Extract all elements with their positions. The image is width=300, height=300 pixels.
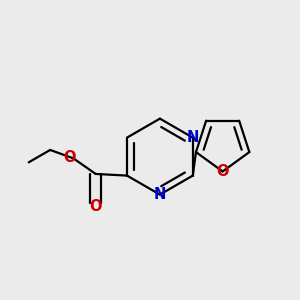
Text: N: N [154,187,166,202]
Text: O: O [63,150,76,165]
Text: O: O [89,200,102,214]
Text: O: O [216,164,229,179]
Text: N: N [187,130,199,145]
